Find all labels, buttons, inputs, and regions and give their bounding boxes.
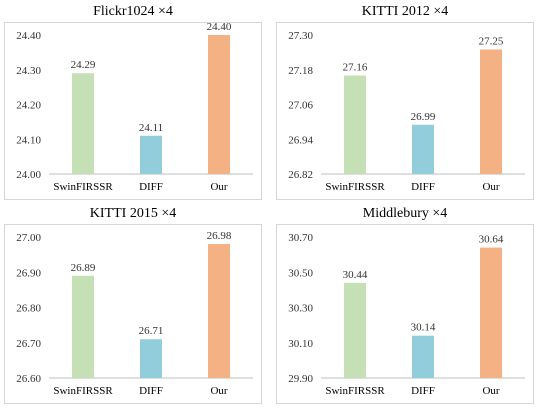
data-label: 24.40 (207, 23, 232, 33)
y-tick-label: 26.94 (288, 134, 313, 146)
data-label: 26.71 (139, 325, 164, 337)
y-tick-label: 24.10 (16, 134, 41, 146)
y-tick-label: 30.70 (288, 232, 313, 244)
bar-swinfirssr (72, 275, 94, 378)
y-tick-label: 24.20 (16, 100, 41, 112)
chart-title: Middlebury ×4 (362, 206, 448, 221)
y-tick-label: 24.30 (16, 65, 41, 77)
x-tick-label: Our (210, 181, 227, 193)
bar-diff (412, 335, 434, 378)
chart-panel-kitti2015: KITTI 2015 ×4 26.60 26.70 26.80 26.90 27.00 2… (4, 204, 262, 404)
data-label: 24.29 (71, 59, 96, 71)
x-tick-label: Our (210, 385, 227, 397)
data-label: 26.99 (411, 111, 436, 123)
bar-chart-svg: 26.82 26.94 27.06 27.18 27.30 27.16 SwinFIRSSR… (288, 30, 525, 193)
y-tick-label: 26.60 (16, 373, 41, 385)
y-tick-label: 24.00 (16, 169, 41, 181)
x-tick-label: DIFF (139, 181, 163, 193)
chart-frame: 26.82 26.94 27.06 27.18 27.30 27.16 SwinFIRSSR… (276, 22, 534, 200)
data-label: 27.25 (479, 35, 504, 47)
bar-diff (412, 124, 434, 174)
x-tick-label: SwinFIRSSR (325, 385, 385, 397)
y-tick-label: 30.50 (288, 267, 313, 279)
y-tick-label: 27.30 (288, 30, 313, 42)
chart-panel-flickr1024: Flickr1024 ×4 24.00 24.10 24.20 24.30 24.40 2… (4, 0, 262, 200)
y-tick-label: 27.18 (288, 65, 313, 77)
data-label: 26.89 (71, 262, 96, 274)
y-tick-label: 26.80 (16, 303, 41, 315)
y-tick-label: 26.82 (288, 169, 313, 181)
chart-title: KITTI 2012 ×4 (361, 4, 449, 19)
bar-chart-svg: 26.60 26.70 26.80 26.90 27.00 26.89 SwinFIRSSR… (16, 230, 253, 397)
y-tick-label: 30.30 (288, 303, 313, 315)
x-tick-label: SwinFIRSSR (53, 385, 113, 397)
x-tick-label: Our (482, 181, 499, 193)
bar-chart-svg: 29.90 30.10 30.30 30.50 30.70 30.44 SwinFIRSSR… (288, 232, 525, 397)
chart-title: KITTI 2015 ×4 (89, 206, 177, 221)
bar-diff (140, 135, 162, 174)
bar-swinfirssr (344, 75, 366, 174)
y-tick-label: 30.10 (288, 338, 313, 350)
bar-our (480, 247, 502, 378)
data-label: 30.14 (411, 322, 436, 334)
y-tick-label: 27.00 (16, 232, 41, 244)
x-tick-label: SwinFIRSSR (53, 181, 113, 193)
x-tick-label: DIFF (139, 385, 163, 397)
y-tick-label: 29.90 (288, 373, 313, 385)
bar-diff (140, 339, 162, 378)
y-tick-label: 27.06 (288, 100, 313, 112)
chart-frame: 26.60 26.70 26.80 26.90 27.00 26.89 SwinFIRSSR… (4, 224, 262, 404)
data-label: 27.16 (343, 62, 368, 74)
data-label: 24.11 (139, 122, 163, 134)
chart-panel-middlebury: Middlebury ×4 29.90 30.10 30.30 30.50 30.70 3… (276, 204, 534, 404)
x-tick-label: Our (482, 385, 499, 397)
data-label: 30.44 (343, 269, 368, 281)
bar-swinfirssr (72, 73, 94, 174)
y-tick-label: 24.40 (16, 30, 41, 42)
x-tick-label: SwinFIRSSR (325, 181, 385, 193)
chart-panel-kitti2012: KITTI 2012 ×4 26.82 26.94 27.06 27.18 27.30 2… (276, 0, 534, 200)
x-tick-label: DIFF (411, 385, 435, 397)
data-label: 26.98 (207, 230, 232, 242)
bar-our (208, 35, 230, 174)
x-tick-label: DIFF (411, 181, 435, 193)
bar-chart-svg: 24.00 24.10 24.20 24.30 24.40 24.29 SwinFIRSSR… (16, 21, 253, 193)
bar-our (208, 244, 230, 378)
chart-frame: 29.90 30.10 30.30 30.50 30.70 30.44 SwinFIRSSR… (276, 224, 534, 404)
chart-frame: 24.00 24.10 24.20 24.30 24.40 24.29 SwinFIRSSR… (4, 21, 262, 200)
chart-title: Flickr1024 ×4 (93, 4, 173, 19)
data-label: 30.64 (479, 234, 504, 246)
y-tick-label: 26.90 (16, 267, 41, 279)
bar-swinfirssr (344, 282, 366, 378)
bar-our (480, 49, 502, 174)
y-tick-label: 26.70 (16, 338, 41, 350)
